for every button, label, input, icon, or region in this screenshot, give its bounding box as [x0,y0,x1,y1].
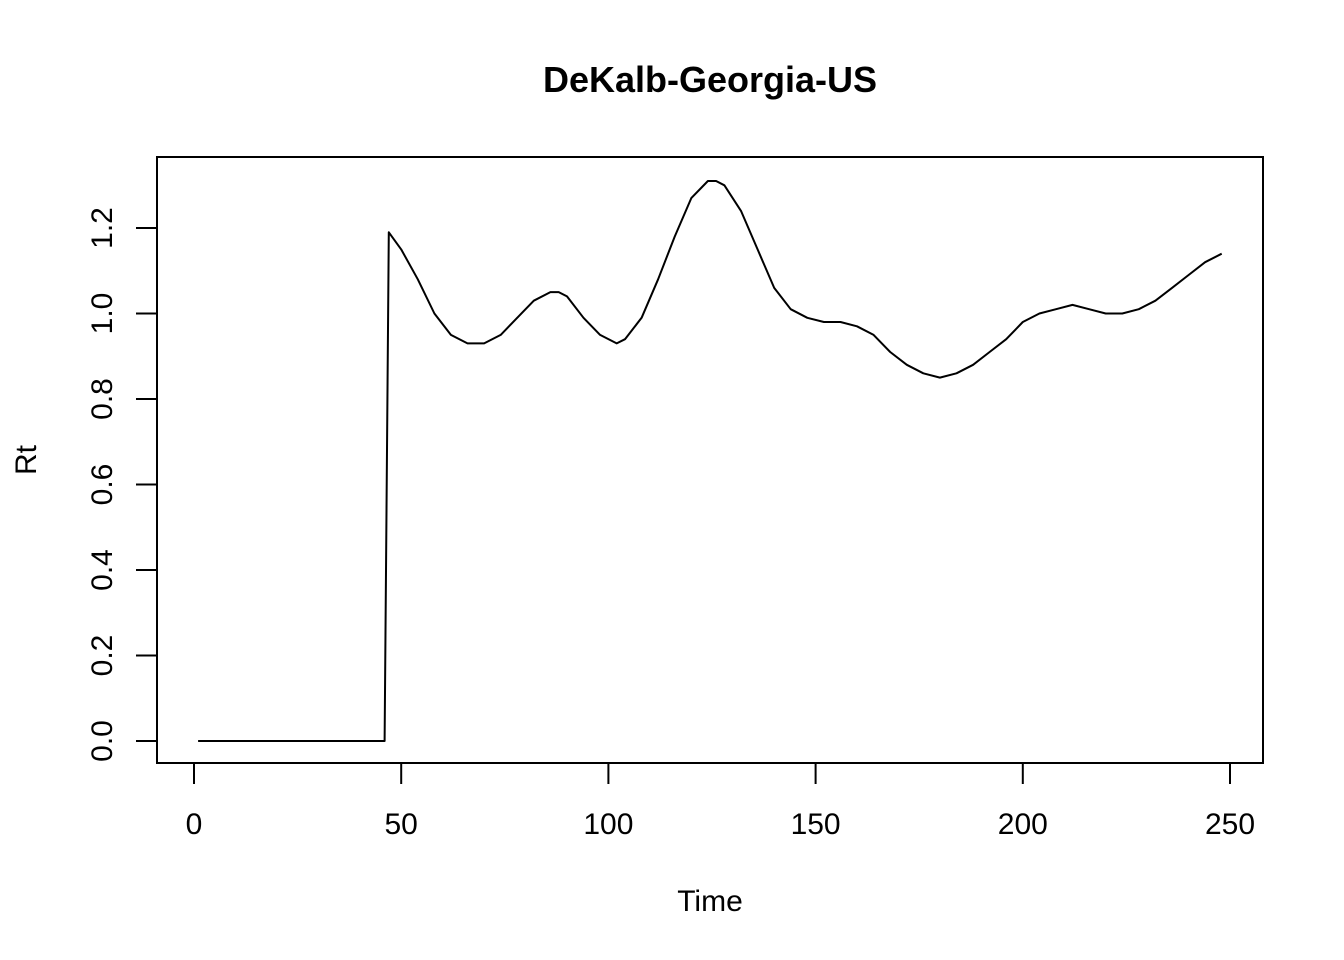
chart-title: DeKalb-Georgia-US [543,59,877,100]
y-tick-label: 1.2 [86,207,119,249]
y-axis-label: Rt [10,444,43,475]
x-axis-label: Time [677,885,743,918]
y-tick-label: 0.2 [86,635,119,677]
x-tick-label: 100 [583,808,633,841]
y-tick-label: 0.4 [86,549,119,591]
x-tick-label: 0 [186,808,203,841]
y-tick-label: 0.0 [86,720,119,762]
x-tick-label: 150 [791,808,841,841]
x-tick-label: 250 [1205,808,1255,841]
x-tick-label: 200 [998,808,1048,841]
y-tick-label: 1.0 [86,293,119,335]
x-axis: 0 50 100 150 200 250 [186,762,1255,841]
y-axis: 0.0 0.2 0.4 0.6 0.8 1.0 1.2 [86,207,158,762]
x-tick-label: 50 [385,808,418,841]
rt-series-line [198,180,1223,742]
y-tick-label: 0.6 [86,464,119,506]
y-tick-label: 0.8 [86,378,119,420]
plot-frame [156,156,1264,764]
